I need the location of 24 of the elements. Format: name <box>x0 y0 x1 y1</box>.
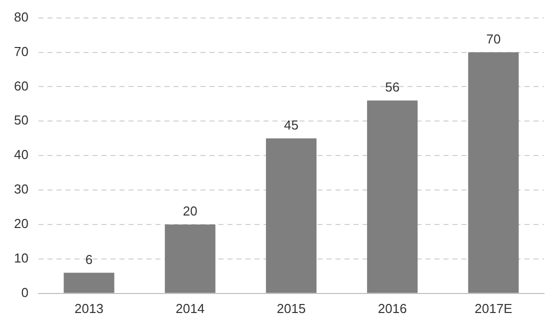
data-label: 70 <box>486 31 501 46</box>
data-label: 56 <box>385 80 400 95</box>
x-tick-label: 2016 <box>378 300 407 316</box>
y-tick-label: 0 <box>21 284 28 300</box>
x-tick-label: 2014 <box>176 300 205 316</box>
x-tick-label: 2015 <box>276 300 306 316</box>
data-label: 20 <box>182 204 198 219</box>
bar <box>64 272 114 293</box>
y-tick-label: 20 <box>14 216 28 232</box>
data-label: 45 <box>284 117 298 132</box>
bar <box>367 100 418 293</box>
y-tick-label: 50 <box>14 112 28 128</box>
y-tick-label: 30 <box>14 182 28 197</box>
y-tick-label: 40 <box>14 147 28 162</box>
y-tick-label: 70 <box>14 44 28 59</box>
data-label: 6 <box>85 252 93 267</box>
bar <box>164 224 216 293</box>
x-tick-label: 2017E <box>474 300 513 316</box>
x-tick-label: 2013 <box>74 300 104 316</box>
bar <box>266 138 317 293</box>
y-tick-label: 80 <box>14 9 28 24</box>
y-tick-label: 60 <box>14 78 28 94</box>
y-tick-label: 10 <box>14 250 28 266</box>
bar <box>468 52 519 293</box>
